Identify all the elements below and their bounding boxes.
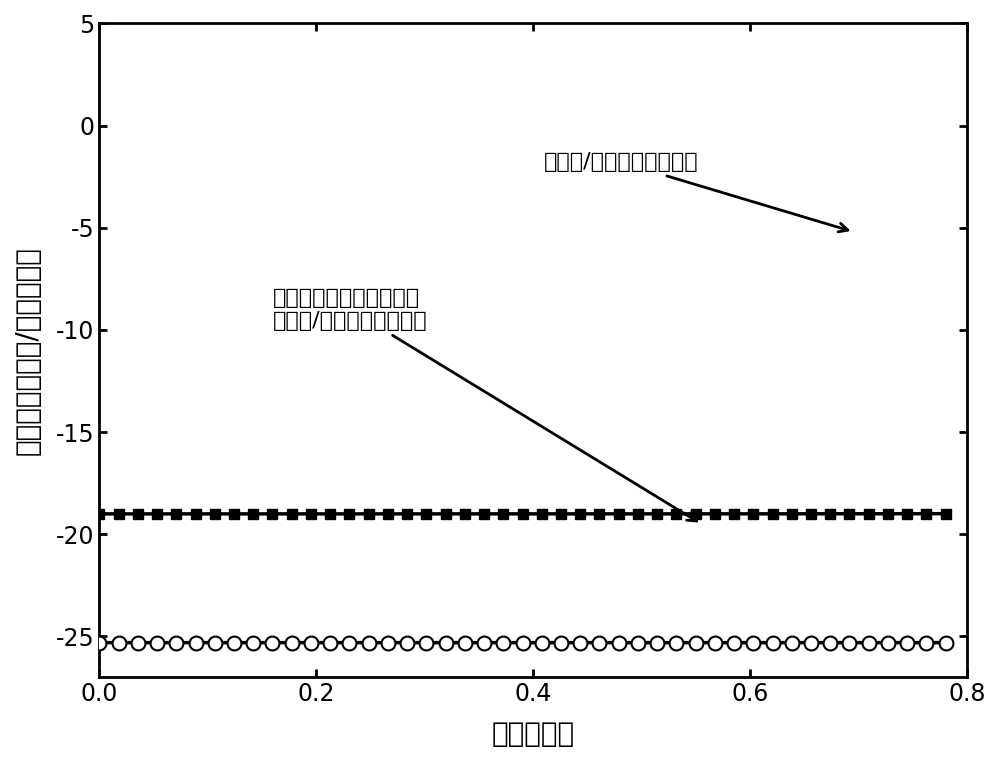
Text: 金颏粒表面等离子增强的
石墨烯/砲化镑太阳能电池: 金颏粒表面等离子增强的 石墨烯/砲化镑太阳能电池 bbox=[273, 288, 697, 521]
Y-axis label: 电流密度（毫安/平方厘米）: 电流密度（毫安/平方厘米） bbox=[14, 246, 42, 455]
Text: 石墨烯/砲化镑太阳能电池: 石墨烯/砲化镑太阳能电池 bbox=[544, 152, 848, 232]
X-axis label: 电压（伏）: 电压（伏） bbox=[492, 720, 575, 748]
